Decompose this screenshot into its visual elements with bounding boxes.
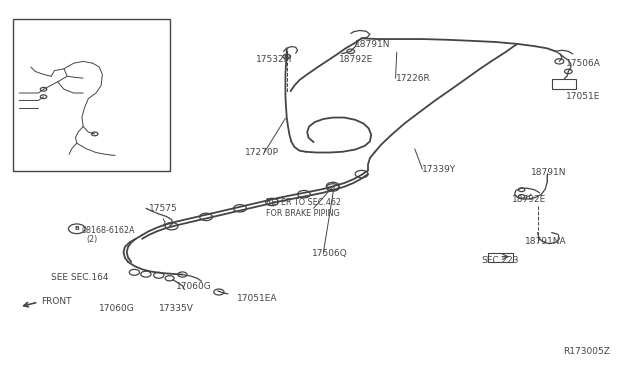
Text: FOR BRAKE PIPING: FOR BRAKE PIPING xyxy=(266,209,339,218)
Text: 17575: 17575 xyxy=(149,204,178,213)
Text: 17532M: 17532M xyxy=(256,55,292,64)
Bar xyxy=(488,253,513,262)
Text: 18792E: 18792E xyxy=(512,195,547,203)
Text: 17335V: 17335V xyxy=(159,304,193,312)
Bar xyxy=(13,19,170,171)
Text: 18791N: 18791N xyxy=(355,40,390,49)
Text: (2): (2) xyxy=(86,235,98,244)
Text: 08168-6162A: 08168-6162A xyxy=(82,226,136,235)
Text: 17339Y: 17339Y xyxy=(422,165,456,174)
Text: 17060G: 17060G xyxy=(99,304,135,312)
Text: R173005Z: R173005Z xyxy=(563,347,610,356)
Text: 17051EA: 17051EA xyxy=(237,294,277,303)
Text: 17060G: 17060G xyxy=(176,282,212,291)
Text: 18792E: 18792E xyxy=(339,55,374,64)
Text: FRONT: FRONT xyxy=(42,297,72,306)
Text: 18791NA: 18791NA xyxy=(525,237,566,246)
Text: 17506A: 17506A xyxy=(566,59,601,68)
Text: SEE SEC.164: SEE SEC.164 xyxy=(51,273,109,282)
Text: REFER TO SEC.462: REFER TO SEC.462 xyxy=(266,198,340,207)
Text: SEC.223: SEC.223 xyxy=(481,256,519,265)
Text: 17051E: 17051E xyxy=(566,92,601,101)
Text: B: B xyxy=(74,226,79,231)
Text: 17226R: 17226R xyxy=(396,74,430,83)
Text: 18791N: 18791N xyxy=(531,169,566,177)
Text: 17506Q: 17506Q xyxy=(312,249,348,258)
Text: 17270P: 17270P xyxy=(244,148,278,157)
Bar xyxy=(552,79,576,89)
